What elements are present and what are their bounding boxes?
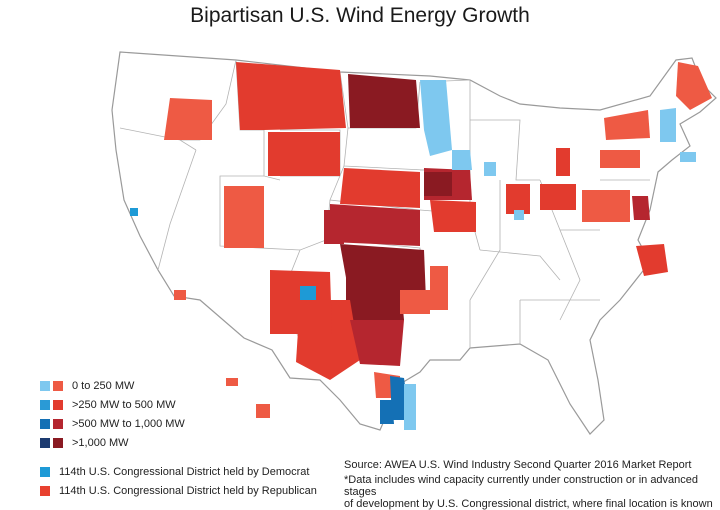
district-oregon [164,98,212,140]
district-maryland [632,196,650,220]
district-new-york [604,110,650,140]
footnote: *Data includes wind capacity currently u… [344,474,714,510]
district-missouri [430,200,476,232]
legend-row-2: >500 MW to 1,000 MW [40,416,185,432]
party-row-democrat: 114th U.S. Congressional District held b… [40,464,317,480]
republican-districts [164,62,712,418]
district-california [130,208,138,216]
district-arizona-west [174,290,186,300]
district-iowa-central [424,172,452,196]
legend-swatch-rep-1 [53,400,63,410]
party-legend: 114th U.S. Congressional District held b… [40,464,317,502]
district-texas-coast-3 [380,400,394,424]
source-text: Source: AWEA U.S. Wind Industry Second Q… [344,459,692,471]
district-maine [676,62,712,110]
party-swatch-republican [40,486,50,496]
district-hawaii-2 [256,404,270,418]
party-row-republican: 114th U.S. Congressional District held b… [40,483,317,499]
district-texas-central [350,320,404,366]
district-new-mexico [270,270,332,334]
party-swatch-democrat [40,467,50,477]
district-north-dakota [348,74,420,128]
district-colorado-east [324,210,344,244]
district-indiana [540,184,576,210]
district-montana [236,62,346,130]
district-minnesota-2 [452,150,472,170]
district-wyoming [268,132,340,176]
legend-swatch-rep-0 [53,381,63,391]
district-kansas [330,204,420,246]
district-hawaii-1 [226,378,238,386]
district-texas-coast-2 [404,384,416,430]
district-minnesota [420,80,452,156]
legend-label-1: >250 MW to 500 MW [72,399,176,411]
legend-swatch-dem-2 [40,419,50,429]
district-louisiana [400,290,430,314]
legend-label-3: >1,000 MW [72,437,129,449]
party-label-republican: 114th U.S. Congressional District held b… [59,485,317,497]
legend-swatch-rep-3 [53,438,63,448]
footnote-line-1: *Data includes wind capacity currently u… [344,474,699,498]
legend-row-3: >1,000 MW [40,435,185,451]
legend-row-1: >250 MW to 500 MW [40,397,185,413]
legend-swatch-rep-2 [53,419,63,429]
district-arkansas [430,266,448,310]
high-capacity-districts [348,74,452,196]
party-label-democrat: 114th U.S. Congressional District held b… [59,466,310,478]
democratic-districts [130,80,696,430]
district-ohio [582,190,630,222]
district-nebraska [340,168,420,208]
map-title: Bipartisan U.S. Wind Energy Growth [190,4,530,27]
legend-label-2: >500 MW to 1,000 MW [72,418,185,430]
district-texas-panhandle [346,276,404,320]
district-wisconsin [484,162,496,176]
district-pennsylvania [600,150,640,168]
legend-row-0: 0 to 250 MW [40,378,185,394]
district-kentucky [514,210,524,220]
district-illinois [506,184,530,214]
legend-swatch-dem-3 [40,438,50,448]
district-vermont-nh [660,108,676,142]
district-massachusetts [680,152,696,162]
legend-swatch-dem-0 [40,381,50,391]
capacity-legend: 0 to 250 MW >250 MW to 500 MW >500 MW to… [40,378,185,454]
district-michigan [556,148,570,176]
legend-swatch-dem-1 [40,400,50,410]
district-new-mexico-dem [300,286,316,300]
district-idaho [248,194,262,214]
district-north-carolina [636,244,668,276]
footnote-line-2: of development by U.S. Congressional dis… [344,498,713,510]
legend-label-0: 0 to 250 MW [72,380,135,392]
